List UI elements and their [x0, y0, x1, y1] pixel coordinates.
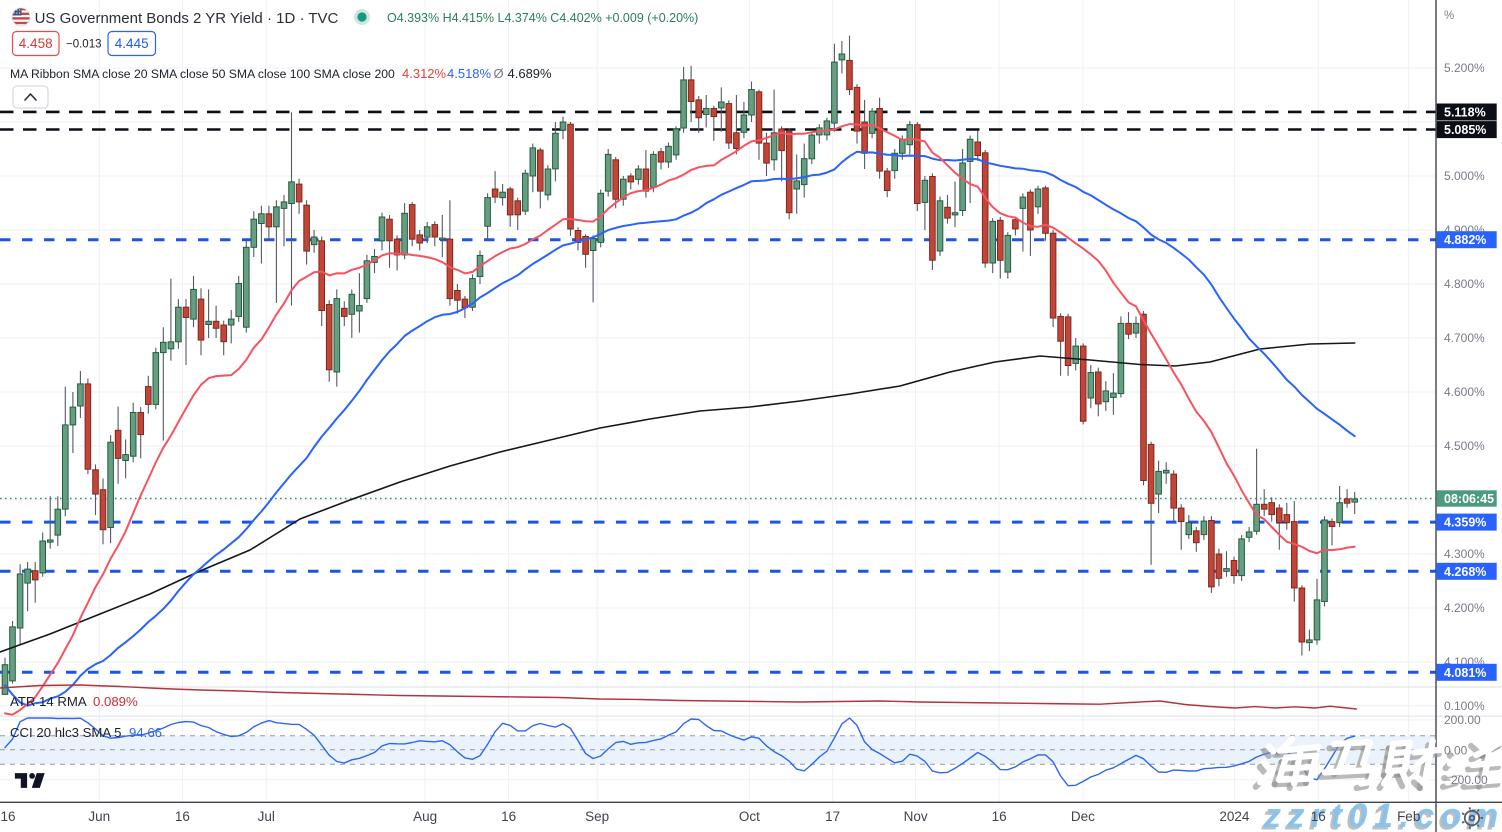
svg-text:4.518%: 4.518% [447, 66, 492, 81]
svg-text:MA Ribbon SMA close 20 SMA clo: MA Ribbon SMA close 20 SMA close 50 SMA … [10, 67, 395, 81]
svg-text:CCI 20 hlc3 SMA 5: CCI 20 hlc3 SMA 5 [10, 725, 121, 740]
svg-text:16: 16 [992, 809, 1007, 824]
svg-text:Jul: Jul [258, 809, 275, 824]
svg-text:5.200%: 5.200% [1444, 61, 1485, 75]
svg-text:0.100%: 0.100% [1444, 699, 1485, 713]
svg-text:0.089%: 0.089% [93, 694, 138, 709]
svg-text:Oct: Oct [739, 809, 760, 824]
svg-text:94.66: 94.66 [129, 725, 162, 740]
svg-text:Ø: Ø [494, 66, 504, 81]
svg-text:Feb: Feb [1397, 809, 1420, 824]
svg-text:−200.00: −200.00 [1444, 773, 1488, 787]
svg-text:4.445: 4.445 [115, 36, 149, 51]
svg-text:O4.393% H4.415% L4.374% C4.402: O4.393% H4.415% L4.374% C4.402% +0.009 (… [387, 11, 698, 25]
svg-text:US Government Bonds 2 YR Yield: US Government Bonds 2 YR Yield · 1D · TV… [35, 10, 339, 27]
svg-text:zzrt01.com: zzrt01.com [1263, 797, 1502, 832]
svg-text:200.00: 200.00 [1444, 713, 1481, 727]
svg-text:Jun: Jun [88, 809, 110, 824]
svg-text:5.118%: 5.118% [1444, 106, 1486, 120]
svg-text:5.000%: 5.000% [1444, 169, 1485, 183]
svg-text:4.600%: 4.600% [1444, 385, 1485, 399]
svg-text:5.085%: 5.085% [1444, 123, 1486, 137]
svg-text:zzrt01.com: zzrt01.com [1261, 800, 1502, 832]
svg-text:17: 17 [825, 809, 840, 824]
svg-text:Sep: Sep [585, 809, 609, 824]
svg-text:16: 16 [175, 809, 190, 824]
svg-text:4.689%: 4.689% [508, 66, 553, 81]
svg-text:4.268%: 4.268% [1444, 565, 1486, 579]
svg-text:4.300%: 4.300% [1444, 547, 1485, 561]
svg-text:4.500%: 4.500% [1444, 439, 1485, 453]
svg-text:4.800%: 4.800% [1444, 277, 1485, 291]
svg-text:16: 16 [1311, 809, 1326, 824]
svg-text:%: % [1444, 10, 1454, 22]
svg-text:Aug: Aug [413, 809, 437, 824]
svg-text:0.00: 0.00 [1444, 744, 1468, 758]
svg-text:4.312%: 4.312% [402, 66, 447, 81]
svg-text:−0.013: −0.013 [66, 39, 102, 51]
svg-text:4.882%: 4.882% [1444, 233, 1486, 247]
svg-text:16: 16 [501, 809, 516, 824]
svg-text:4.081%: 4.081% [1444, 666, 1486, 680]
svg-text:ATR 14 RMA: ATR 14 RMA [10, 694, 87, 709]
svg-text:2024: 2024 [1219, 809, 1250, 824]
svg-text:4.458: 4.458 [19, 36, 53, 51]
svg-text:Dec: Dec [1071, 809, 1095, 824]
svg-text:16: 16 [0, 809, 15, 824]
svg-text:Nov: Nov [904, 809, 928, 824]
svg-text:08:06:45: 08:06:45 [1444, 492, 1494, 506]
svg-text:4.359%: 4.359% [1444, 516, 1486, 530]
svg-text:4.200%: 4.200% [1444, 601, 1485, 615]
svg-text:4.700%: 4.700% [1444, 331, 1485, 345]
